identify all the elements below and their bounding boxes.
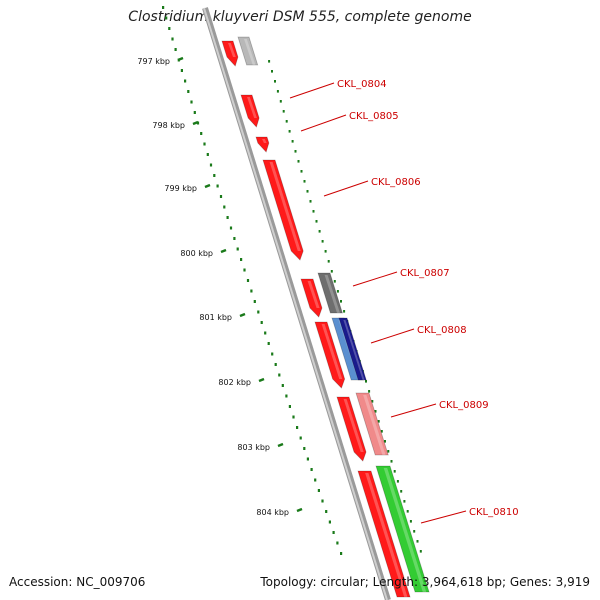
genes-layer: [221, 36, 430, 598]
cds-arrow[interactable]: [255, 136, 270, 153]
cds-arrow[interactable]: [314, 321, 346, 389]
gene-label[interactable]: CKL_0806: [371, 177, 421, 188]
accession-text: Accession: NC_009706: [9, 575, 146, 589]
gene-label[interactable]: CKL_0810: [469, 507, 519, 518]
genome-summary: Topology: circular; Length: 3,964,618 bp…: [260, 575, 590, 589]
ruler-tick: [204, 183, 211, 189]
ruler-tick: [258, 377, 265, 383]
ruler-tick-label: 804 kbp: [256, 508, 289, 517]
gene-label[interactable]: CKL_0809: [439, 400, 489, 411]
cds-arrow[interactable]: [357, 470, 411, 598]
map-title: Clostridium kluyveri DSM 555, complete g…: [128, 9, 472, 25]
gene-label[interactable]: CKL_0808: [417, 325, 467, 336]
cds-arrow[interactable]: [240, 94, 260, 128]
ruler-tick: [277, 442, 284, 448]
ruler-tick-label: 801 kbp: [199, 313, 232, 322]
ruler-tick: [239, 312, 246, 318]
gene-ckl-0804[interactable]: [237, 36, 259, 66]
ruler-tick-label: 802 kbp: [218, 378, 251, 387]
ruler-tick: [296, 507, 303, 513]
ruler-tick-label: 799 kbp: [164, 184, 197, 193]
ruler-tick-label: 803 kbp: [237, 443, 270, 452]
cds-arrow[interactable]: [262, 159, 304, 261]
ruler-tick: [220, 248, 227, 254]
gene-ckl-0809[interactable]: [355, 392, 389, 456]
gene-ckl-0807[interactable]: [317, 272, 343, 314]
ruler-tick-label: 798 kbp: [152, 121, 185, 130]
cds-arrow[interactable]: [221, 40, 239, 67]
gene-ckl-0810[interactable]: [375, 465, 430, 593]
ruler-tick-label: 800 kbp: [180, 249, 213, 258]
gene-label[interactable]: CKL_0804: [337, 79, 387, 90]
gene-ckl-0808[interactable]: [338, 317, 367, 381]
ruler-tick-label: 797 kbp: [137, 57, 170, 66]
genome-backbone: [202, 7, 391, 600]
ruler-tick: [192, 120, 199, 126]
gene-label[interactable]: CKL_0805: [349, 111, 399, 122]
cds-arrow[interactable]: [336, 396, 367, 462]
gene-label[interactable]: CKL_0807: [400, 268, 450, 279]
gene-labels: CKL_0804 CKL_0805 CKL_0806 CKL_0807 CKL_0808…: [289, 79, 519, 524]
ruler-ticks: 797 kbp 798 kbp 799 kbp 800 kbp 801 kbp 802 k…: [137, 56, 303, 517]
ruler-tick: [177, 56, 184, 62]
cds-arrow[interactable]: [300, 278, 323, 318]
